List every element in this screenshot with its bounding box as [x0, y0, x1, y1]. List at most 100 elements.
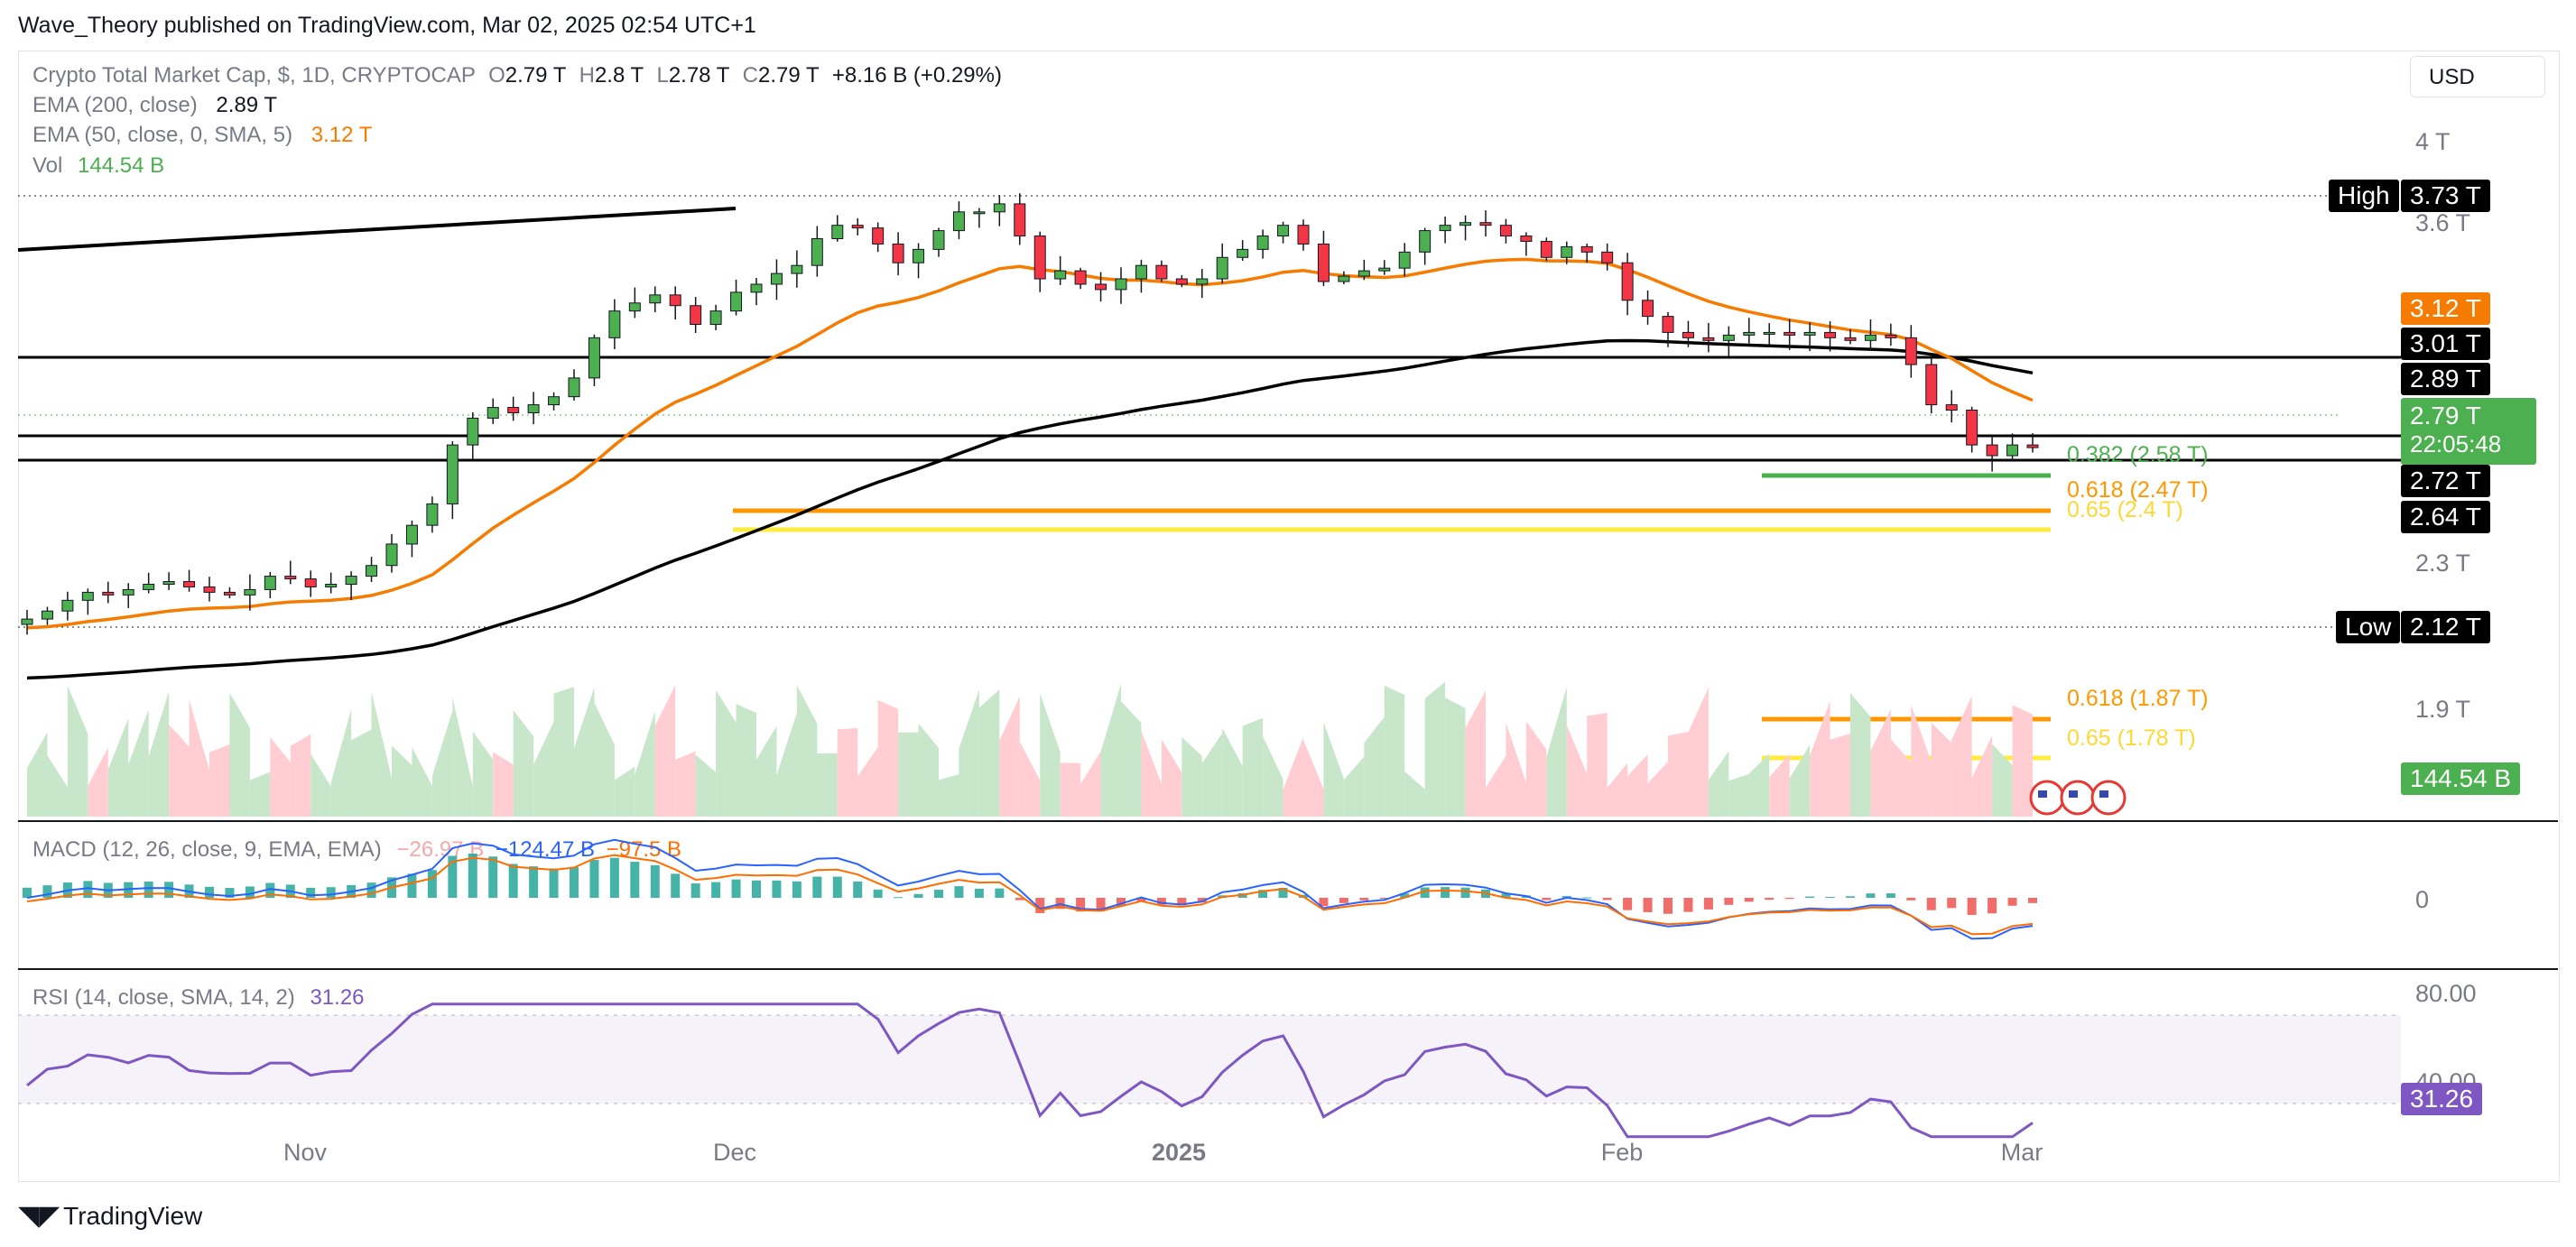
candle-body	[1297, 225, 1310, 245]
ema200-path	[26, 338, 2034, 680]
candle-body	[993, 203, 1005, 213]
candle-body	[426, 503, 439, 526]
macd-histogram-bar	[1643, 898, 1653, 912]
volume-segment	[47, 755, 68, 817]
volume-segment	[1019, 742, 1041, 817]
fib-065-low-label: 0.65 (1.78 T)	[2067, 725, 2196, 751]
candle-body	[730, 291, 743, 312]
volume-segment	[1890, 739, 1912, 817]
ema50-path	[26, 257, 2034, 630]
candle-body	[486, 407, 499, 419]
tradingview-brand[interactable]: ◥◤ TradingView	[18, 1200, 202, 1232]
high-label-tag: High	[2329, 180, 2399, 212]
price-tick: 4 T	[2415, 128, 2451, 155]
open-label: O	[488, 63, 505, 88]
candle-body	[1520, 236, 1533, 242]
candle-body	[548, 396, 561, 406]
low-label: L	[656, 63, 669, 88]
volume-segment	[918, 723, 939, 817]
price-tick: 3.6 T	[2415, 209, 2471, 236]
ema200-label: EMA (200, close)	[32, 93, 198, 117]
last-price-tag: 2.79 T 22:05:48	[2401, 398, 2536, 465]
volume-segment	[1525, 721, 1547, 817]
price-tick: 1.9 T	[2415, 696, 2471, 723]
legend-rsi-row[interactable]: RSI (14, close, SMA, 14, 2) 31.26	[32, 985, 365, 1011]
candle-body	[183, 581, 196, 587]
candle-body	[1925, 364, 1938, 406]
change-value: +8.16 B (+0.29%)	[831, 63, 1002, 88]
level-301-tag: 3.01 T	[2401, 328, 2490, 360]
volume-segment	[1040, 693, 1061, 817]
candle-body	[1033, 236, 1046, 280]
macd-histogram-bar	[995, 888, 1005, 898]
volume-segment	[999, 696, 1020, 817]
macd-histogram-bar	[853, 881, 863, 898]
legend-ema200-row[interactable]: EMA (200, close) 2.89 T	[32, 93, 277, 118]
candle-body	[1763, 331, 1775, 335]
macd-histogram-bar	[1400, 893, 1410, 898]
candle-body	[2026, 444, 2039, 448]
macd-histogram-bar	[1501, 893, 1511, 898]
macd-histogram-bar	[1177, 898, 1187, 906]
candle-body	[325, 583, 338, 587]
candle-body	[1642, 300, 1654, 318]
candle-body	[709, 310, 722, 326]
volume-segment	[1688, 687, 1709, 817]
legend-volume-row[interactable]: Vol 144.54 B	[32, 153, 164, 179]
macd-histogram-bar	[2007, 898, 2017, 906]
low-value-tag: 2.12 T	[2401, 611, 2490, 643]
candle-body	[1986, 444, 1998, 457]
volume-segment	[1080, 751, 1101, 817]
volume-segment	[756, 725, 777, 817]
legend-ema50-row[interactable]: EMA (50, close, 0, SMA, 5) 3.12 T	[32, 123, 372, 148]
volume-segment	[1931, 723, 1952, 817]
macd-histogram-bar	[468, 853, 477, 898]
volume-segment	[877, 699, 899, 817]
volume-segment	[594, 702, 615, 817]
volume-area	[27, 681, 2033, 817]
candle-body	[1885, 334, 1897, 338]
ema50-label: EMA (50, close, 0, SMA, 5)	[32, 123, 293, 147]
rsi-line	[26, 1002, 2034, 1139]
ema200-value: 2.89 T	[216, 93, 278, 117]
candle-body	[1277, 225, 1290, 237]
volume-segment	[1100, 683, 1121, 817]
ema200-price-tag: 2.89 T	[2401, 363, 2490, 395]
event-flags	[2029, 780, 2127, 816]
volume-segment	[574, 687, 595, 817]
volume-segment	[330, 709, 352, 817]
candle-body	[568, 377, 580, 398]
macd-histogram-bar	[894, 897, 903, 899]
volume-segment	[1343, 756, 1365, 817]
volume-segment	[290, 734, 311, 817]
volume-segment	[148, 691, 170, 817]
candle-body	[1196, 278, 1209, 285]
volume-segment	[1810, 700, 1830, 817]
macd-histogram-bar	[529, 866, 539, 898]
volume-segment	[1283, 736, 1303, 817]
candle-body	[913, 248, 925, 263]
currency-selector[interactable]: USD	[2410, 56, 2545, 97]
candle-body	[345, 576, 357, 585]
volume-segment	[776, 712, 797, 817]
candle-body	[851, 225, 864, 229]
candle-body	[162, 581, 175, 585]
volume-segment	[533, 721, 554, 817]
macd-histogram-bar	[812, 876, 822, 898]
last-price-value: 2.79 T	[2410, 402, 2481, 430]
candle-body	[669, 294, 681, 307]
candle-body	[527, 404, 540, 413]
volume-segment	[1303, 739, 1324, 817]
candle-body	[588, 337, 600, 379]
volume-segment	[898, 732, 919, 817]
symbol-title[interactable]: Crypto Total Market Cap, $, 1D, CRYPTOCA…	[32, 63, 476, 88]
volume-segment	[67, 685, 88, 817]
high-value-tag: 3.73 T	[2401, 180, 2490, 212]
volume-segment	[310, 753, 331, 817]
volume-segment	[695, 754, 717, 817]
volume-segment	[1546, 687, 1567, 817]
macd-histogram-bar	[407, 873, 417, 898]
candle-body	[1561, 245, 1573, 258]
macd-histogram-bar	[1136, 898, 1146, 901]
